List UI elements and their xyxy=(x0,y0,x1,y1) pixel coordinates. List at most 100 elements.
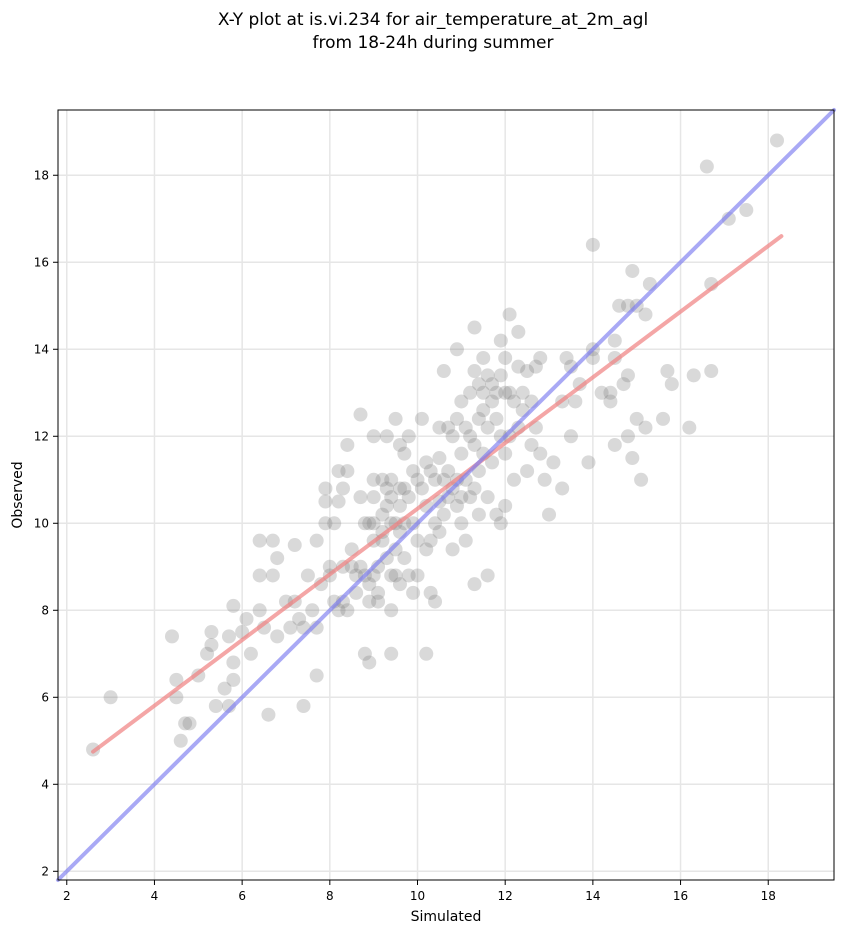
data-point xyxy=(309,533,324,548)
data-point xyxy=(524,437,539,452)
data-point xyxy=(204,638,219,653)
data-point xyxy=(546,455,561,470)
data-point xyxy=(480,420,495,435)
data-point xyxy=(173,733,188,748)
data-point xyxy=(520,364,535,379)
data-point xyxy=(471,507,486,522)
x-axis-label: Simulated xyxy=(411,909,482,925)
data-point xyxy=(252,533,267,548)
data-point xyxy=(366,472,381,487)
data-point xyxy=(432,451,447,466)
data-point xyxy=(243,646,258,661)
data-point xyxy=(296,698,311,713)
data-point xyxy=(252,568,267,583)
data-point xyxy=(353,559,368,574)
data-point xyxy=(467,437,482,452)
data-point xyxy=(300,568,315,583)
data-point xyxy=(511,324,526,339)
data-point xyxy=(423,585,438,600)
data-point xyxy=(428,516,443,531)
data-point xyxy=(436,364,451,379)
data-point xyxy=(563,429,578,444)
data-point xyxy=(537,472,552,487)
data-point xyxy=(480,568,495,583)
data-point xyxy=(463,490,478,505)
data-point xyxy=(428,472,443,487)
plot-frame xyxy=(57,109,835,881)
data-point xyxy=(625,263,640,278)
data-point xyxy=(419,542,434,557)
fit-line xyxy=(91,234,784,754)
data-point xyxy=(423,464,438,479)
data-point xyxy=(401,490,416,505)
data-point xyxy=(555,481,570,496)
data-point xyxy=(634,472,649,487)
data-point xyxy=(309,668,324,683)
data-point xyxy=(292,611,307,626)
data-point xyxy=(428,594,443,609)
data-point xyxy=(401,568,416,583)
data-point xyxy=(397,551,412,566)
data-point xyxy=(449,498,464,513)
data-point xyxy=(515,385,530,400)
data-point xyxy=(406,585,421,600)
data-point xyxy=(620,429,635,444)
data-point xyxy=(401,429,416,444)
data-point xyxy=(270,629,285,644)
data-point xyxy=(344,559,359,574)
y-tick-label: 2 xyxy=(41,864,49,878)
data-point xyxy=(467,577,482,592)
data-point xyxy=(384,472,399,487)
data-point xyxy=(270,551,285,566)
data-point xyxy=(493,333,508,348)
data-point xyxy=(384,490,399,505)
data-point xyxy=(498,385,513,400)
data-point xyxy=(594,385,609,400)
data-point xyxy=(327,516,342,531)
data-point xyxy=(340,437,355,452)
data-point xyxy=(392,437,407,452)
data-point xyxy=(335,481,350,496)
data-point xyxy=(458,533,473,548)
data-point xyxy=(392,498,407,513)
reference-lines xyxy=(56,108,836,882)
data-point xyxy=(217,681,232,696)
data-point xyxy=(603,385,618,400)
data-point xyxy=(366,429,381,444)
data-point xyxy=(581,455,596,470)
data-point xyxy=(445,429,460,444)
x-tick-label: 18 xyxy=(761,889,776,903)
data-point xyxy=(164,629,179,644)
data-point xyxy=(476,385,491,400)
data-point xyxy=(379,498,394,513)
data-point xyxy=(208,698,223,713)
data-point xyxy=(362,655,377,670)
data-point xyxy=(625,451,640,466)
data-point xyxy=(379,481,394,496)
data-point xyxy=(467,364,482,379)
data-point xyxy=(480,490,495,505)
data-point xyxy=(620,368,635,383)
data-point xyxy=(182,716,197,731)
data-point xyxy=(656,411,671,426)
data-point xyxy=(454,446,469,461)
data-point xyxy=(498,446,513,461)
data-point xyxy=(485,377,500,392)
data-point xyxy=(366,516,381,531)
data-point xyxy=(397,446,412,461)
data-point xyxy=(375,507,390,522)
data-point xyxy=(445,542,460,557)
data-point xyxy=(506,472,521,487)
data-point xyxy=(559,350,574,365)
data-point xyxy=(476,350,491,365)
data-point xyxy=(502,307,517,322)
data-point xyxy=(542,507,557,522)
data-point xyxy=(397,481,412,496)
data-point xyxy=(449,411,464,426)
data-point xyxy=(414,481,429,496)
data-point xyxy=(204,625,219,640)
x-tick-label: 12 xyxy=(498,889,513,903)
grid xyxy=(58,110,834,880)
x-tick-label: 16 xyxy=(673,889,688,903)
data-point xyxy=(704,364,719,379)
